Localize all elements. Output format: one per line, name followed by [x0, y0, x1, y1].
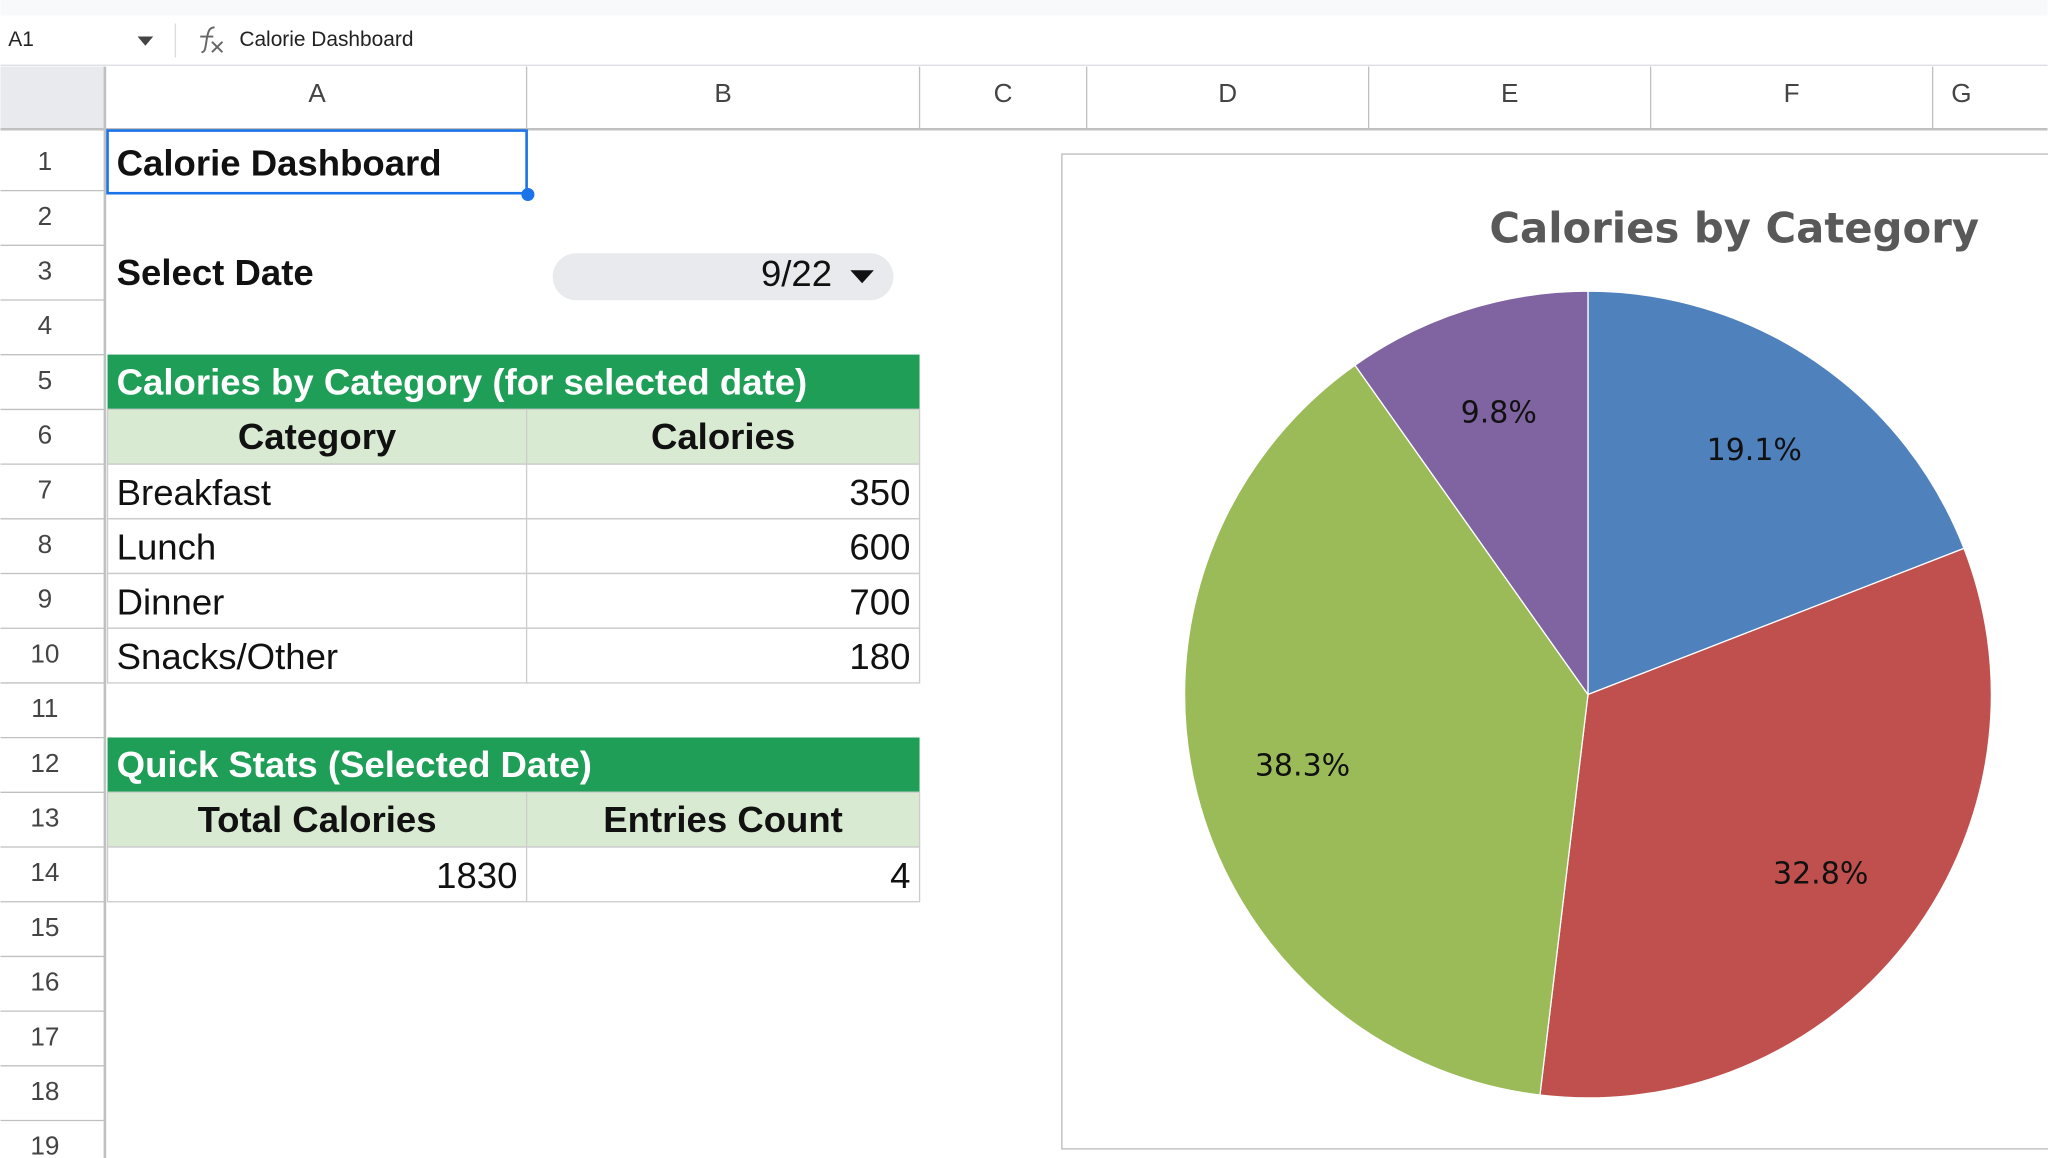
row-header: 9: [38, 584, 53, 614]
row-header: 4: [38, 310, 53, 340]
column-header: C: [994, 78, 1013, 108]
column-header: E: [1501, 78, 1518, 108]
table-column-header: Entries Count: [603, 799, 843, 840]
row-header: 14: [30, 857, 59, 887]
table-cell: 4: [890, 855, 910, 896]
table-column-header: Total Calories: [198, 799, 437, 840]
row-header: 17: [30, 1021, 59, 1051]
row-header: 13: [30, 802, 59, 832]
table-cell: Dinner: [117, 581, 225, 622]
name-box-dropdown[interactable]: [137, 36, 154, 46]
table-cell: 180: [849, 636, 910, 677]
top-strip: [0, 0, 2048, 16]
row-header: 18: [30, 1076, 59, 1106]
row-header: 16: [30, 967, 59, 997]
select-date-value: 9/22: [761, 253, 832, 294]
data-label: 9.8%: [1461, 395, 1537, 430]
row-header: 1: [38, 146, 53, 176]
pie-slice: [1587, 290, 1965, 696]
formula-bar: [0, 15, 2048, 66]
selection-box: [106, 129, 528, 195]
formula-text[interactable]: Calorie Dashboard: [239, 28, 413, 51]
column-header: G: [1951, 78, 1971, 108]
sheet-title: Calorie Dashboard: [117, 142, 442, 183]
chart-title: Calories by Category: [1489, 204, 1979, 253]
table-column-header: Category: [238, 416, 397, 457]
table-cell: Snacks/Other: [117, 636, 338, 677]
row-header: 8: [38, 529, 53, 559]
row-header: 3: [38, 255, 53, 285]
row-header: 6: [38, 420, 53, 450]
pie-slice: [1183, 364, 1589, 1096]
data-label: 32.8%: [1773, 857, 1868, 892]
table-row: [106, 518, 921, 575]
table-columns-bg: [106, 791, 921, 848]
row-header: 19: [30, 1131, 59, 1158]
fx-icon: [200, 26, 224, 54]
table-heading-bg: [107, 354, 920, 410]
table-heading: Quick Stats (Selected Date): [117, 744, 592, 785]
row-header: 12: [30, 748, 59, 778]
select-date-label: Select Date: [117, 252, 314, 293]
column-header: D: [1218, 78, 1237, 108]
dropdown-arrow[interactable]: [850, 270, 874, 284]
pie-slice: [1539, 547, 1993, 1099]
table-cell: 350: [849, 472, 910, 513]
table-row: [106, 627, 921, 684]
row-header: 2: [38, 201, 53, 231]
data-label: 38.3%: [1255, 748, 1350, 783]
table-cell: Breakfast: [117, 472, 271, 513]
row-header: 15: [30, 912, 59, 942]
column-header-bar: [0, 66, 2048, 130]
select-all-corner[interactable]: [0, 66, 105, 130]
column-header: B: [714, 78, 731, 108]
column-header: A: [308, 78, 326, 108]
column-header: F: [1784, 78, 1800, 108]
name-box[interactable]: A1: [8, 28, 34, 51]
table-cell: 700: [849, 581, 910, 622]
table-row: [106, 572, 921, 629]
table-columns-bg: [106, 408, 921, 465]
table-heading-bg: [107, 737, 920, 793]
table-column-header: Calories: [651, 416, 795, 457]
pie-slice: [1354, 290, 1589, 697]
row-header: 7: [38, 474, 53, 504]
row-header: 10: [30, 638, 59, 668]
selection-handle[interactable]: [521, 187, 535, 202]
table-row: [106, 846, 921, 903]
table-cell: 1830: [436, 855, 517, 896]
date-dropdown[interactable]: [552, 253, 894, 301]
table-heading: Calories by Category (for selected date): [117, 361, 808, 402]
row-header: 5: [38, 365, 53, 395]
data-label: 19.1%: [1707, 433, 1802, 468]
row-header: 11: [31, 693, 58, 723]
table-cell: Lunch: [117, 527, 217, 568]
table-cell: 600: [849, 527, 910, 568]
